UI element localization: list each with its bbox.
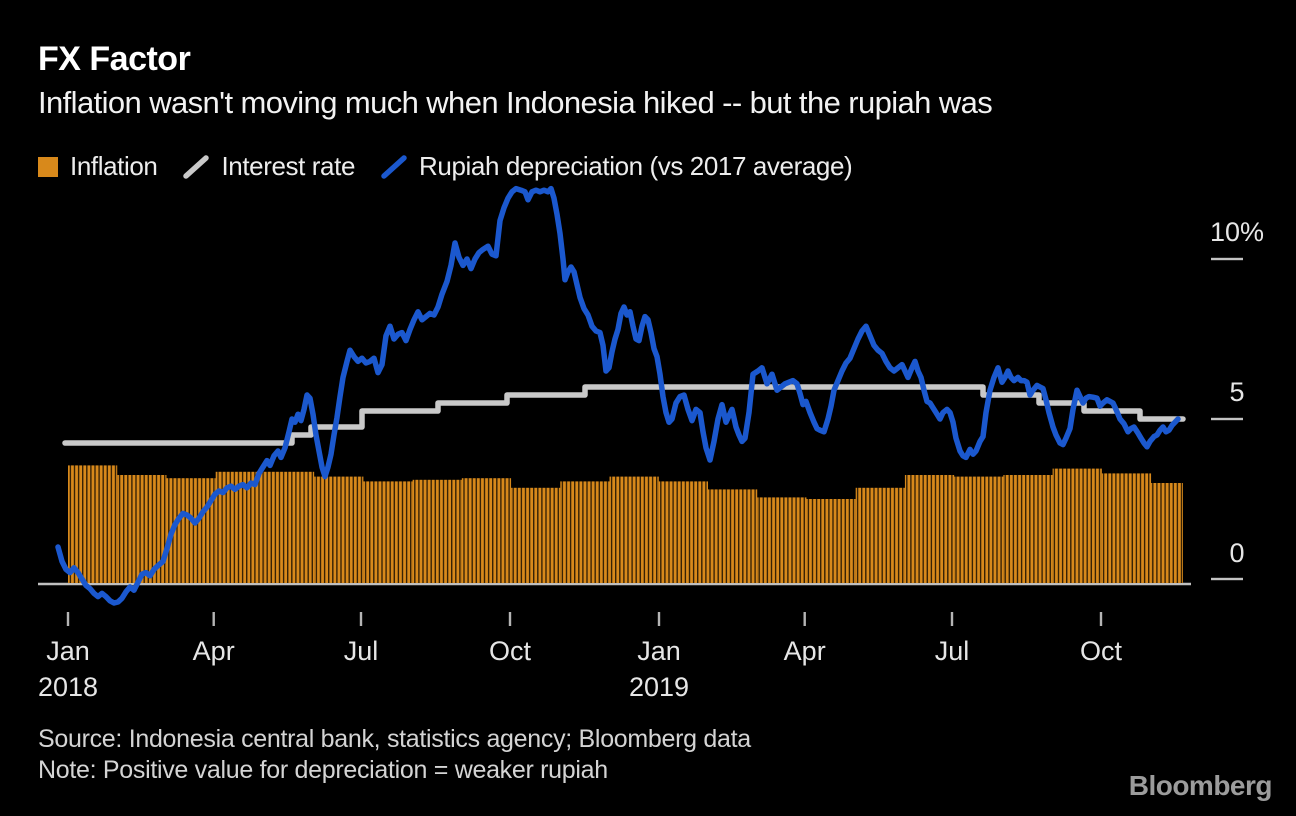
source-note: Source: Indonesia central bank, statisti…	[38, 724, 751, 786]
x-axis-month-label: Jan	[46, 636, 90, 666]
y-axis-label: 5	[1229, 377, 1245, 407]
x-axis-month-label: Jan	[637, 636, 681, 666]
legend-label: Rupiah depreciation (vs 2017 average)	[419, 151, 853, 181]
inflation-bar	[314, 476, 364, 583]
legend-square-icon	[38, 156, 58, 177]
inflation-bar	[363, 481, 413, 583]
inflation-bar	[1151, 483, 1183, 583]
legend-slash-icon	[381, 154, 407, 179]
y-tick	[1211, 257, 1243, 261]
x-axis-month-label: Jul	[343, 636, 379, 666]
page-title: FX Factor	[38, 40, 191, 78]
inflation-bar	[1003, 475, 1053, 583]
legend-label: Interest rate	[221, 151, 356, 181]
x-tick	[657, 612, 661, 626]
legend-label: Inflation	[70, 151, 158, 181]
legend-item-0: Inflation	[38, 151, 158, 182]
inflation-bars	[68, 465, 1183, 583]
inflation-bar	[1052, 468, 1102, 583]
x-tick	[359, 612, 363, 626]
rupiah-depreciation-line	[55, 185, 1181, 606]
inflation-bar	[264, 471, 315, 583]
x-tick	[212, 612, 215, 626]
y-tick	[1211, 417, 1243, 421]
y-axis-label: 0	[1229, 538, 1245, 568]
x-tick	[950, 612, 954, 626]
inflation-bar	[560, 481, 610, 583]
inflation-bar	[806, 499, 856, 583]
legend-item-2: Rupiah depreciation (vs 2017 average)	[381, 151, 853, 182]
inflation-bar	[1101, 473, 1152, 583]
inflation-bar	[412, 479, 462, 583]
x-tick	[508, 612, 512, 626]
x-tick	[1099, 612, 1103, 626]
x-tick	[66, 612, 70, 626]
bloomberg-logo: Bloomberg	[1128, 770, 1273, 801]
legend-item-1: Interest rate	[183, 151, 355, 182]
x-axis-year-label: 2018	[37, 672, 99, 702]
x-tick	[803, 612, 806, 626]
inflation-bar	[954, 476, 1004, 583]
x-axis-month-label: Apr	[192, 636, 235, 666]
x-axis-month-label: Jul	[934, 636, 970, 666]
x-axis-month-label: Oct	[488, 636, 531, 666]
inflation-bar	[68, 465, 118, 583]
y-tick	[1211, 577, 1243, 581]
x-axis-month-label: Oct	[1079, 636, 1122, 666]
inflation-bar	[511, 487, 561, 583]
inflation-bar	[904, 475, 955, 583]
interest-rate-line	[62, 384, 1186, 446]
inflation-bar	[658, 481, 708, 583]
chart-subtitle: Inflation wasn't moving much when Indone…	[38, 85, 993, 120]
y-axis-label: 10%	[1209, 217, 1265, 247]
chart-legend: Inflation Interest rate Rupiah depreciatio…	[38, 151, 853, 182]
note-line: Note: Positive value for depreciation = …	[38, 756, 608, 784]
inflation-bar	[461, 478, 512, 583]
source-line: Source: Indonesia central bank, statisti…	[38, 725, 751, 753]
legend-slash-icon	[183, 154, 210, 179]
inflation-bar	[609, 476, 659, 583]
x-axis-month-label: Apr	[783, 636, 826, 666]
inflation-bar	[855, 487, 905, 583]
x-axis-year-label: 2019	[628, 672, 690, 702]
inflation-bar	[707, 489, 758, 583]
inflation-bar	[757, 497, 807, 583]
